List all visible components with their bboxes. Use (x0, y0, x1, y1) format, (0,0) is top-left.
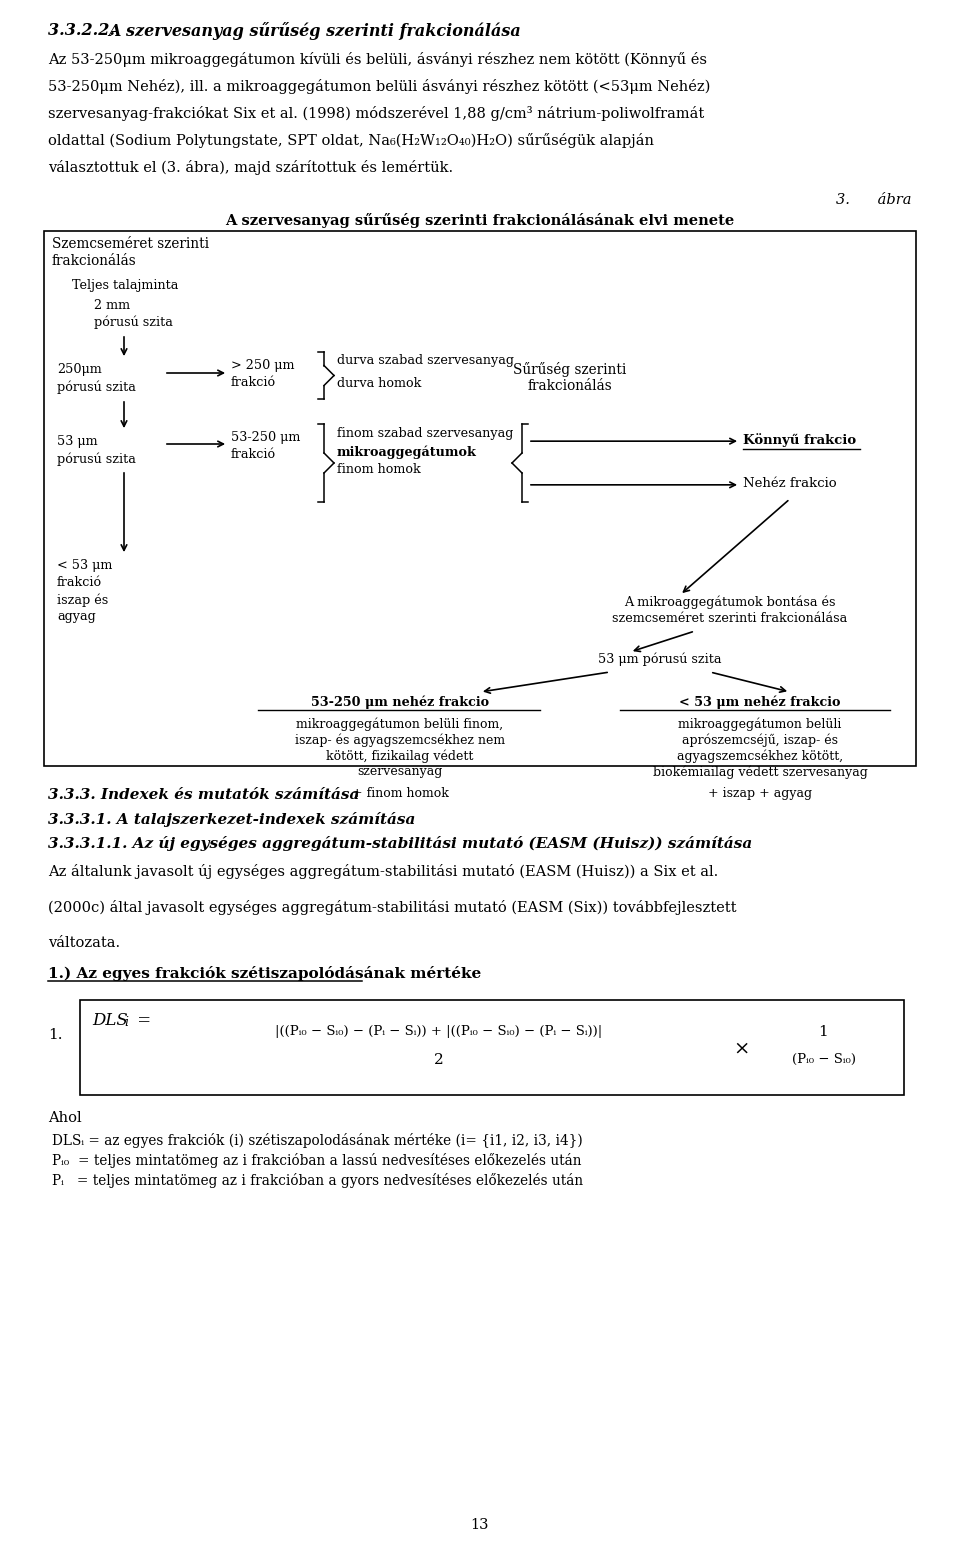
Text: finom homok: finom homok (337, 462, 420, 476)
Text: frakcionálás: frakcionálás (528, 379, 612, 393)
Bar (80, 1000, 904, 1096)
Text: (2000c) által javasolt egységes aggregátum-stabilitási mutató (EASM (Six)) továb: (2000c) által javasolt egységes aggregát… (48, 900, 736, 915)
Text: Ahol: Ahol (48, 1111, 82, 1125)
Text: (Pᵢ₀ − Sᵢ₀): (Pᵢ₀ − Sᵢ₀) (791, 1053, 855, 1065)
Text: Pᵢ   = teljes mintatömeg az i frakcióban a gyors nedvesítéses előkezelés után: Pᵢ = teljes mintatömeg az i frakcióban a… (52, 1173, 583, 1188)
Text: pórusú szita: pórusú szita (57, 381, 136, 393)
Text: pórusú szita: pórusú szita (57, 452, 136, 465)
Text: + iszap + agyag: + iszap + agyag (708, 787, 812, 800)
Text: 3.3.3. Indexek és mutatók számítása: 3.3.3. Indexek és mutatók számítása (48, 787, 359, 801)
Text: 1: 1 (819, 1025, 828, 1040)
Text: 3.      ábra: 3. ábra (836, 193, 912, 206)
Text: DLSᵢ = az egyes frakciók (i) szétiszapolodásának mértéke (i= {i1, i2, i3, i4}): DLSᵢ = az egyes frakciók (i) szétiszapol… (52, 1133, 583, 1148)
Text: ×: × (732, 1040, 749, 1057)
Text: 3.3.3.1. A talajszerkezet-indexek számítása: 3.3.3.1. A talajszerkezet-indexek számít… (48, 812, 416, 828)
Text: Az 53-250μm mikroaggegátumon kívüli és belüli, ásványi részhez nem kötött (Könny: Az 53-250μm mikroaggegátumon kívüli és b… (48, 52, 707, 66)
Text: 2 mm: 2 mm (94, 299, 131, 311)
Text: frakció: frakció (57, 576, 102, 589)
Text: frakció: frakció (231, 376, 276, 388)
Text: |((Pᵢ₀ − Sᵢ₀) − (Pᵢ − Sᵢ)) + |((Pᵢ₀ − Sᵢ₀) − (Pᵢ − Sᵢ))|: |((Pᵢ₀ − Sᵢ₀) − (Pᵢ − Sᵢ)) + |((Pᵢ₀ − Sᵢ… (275, 1025, 602, 1039)
Text: mikroaggegátumon belüli: mikroaggegátumon belüli (679, 717, 842, 730)
Text: szervesanyag: szervesanyag (357, 764, 443, 778)
Text: Sűrűség szerinti: Sűrűség szerinti (514, 362, 627, 378)
Text: A szervesanyag sűrűség szerinti frakcionálásának elvi menete: A szervesanyag sűrűség szerinti frakcion… (226, 213, 734, 228)
Text: durva szabad szervesanyag: durva szabad szervesanyag (337, 354, 514, 367)
Text: 1.: 1. (48, 1028, 62, 1042)
Text: Pᵢ₀  = teljes mintatömeg az i frakcióban a lassú nedvesítéses előkezelés után: Pᵢ₀ = teljes mintatömeg az i frakcióban … (52, 1153, 582, 1168)
Text: 13: 13 (470, 1518, 490, 1532)
Text: iszap- és agyagszemcsékhez nem: iszap- és agyagszemcsékhez nem (295, 734, 505, 746)
Text: mikroaggegátumon belüli finom,: mikroaggegátumon belüli finom, (297, 717, 504, 730)
Text: szemcseméret szerinti frakcionálása: szemcseméret szerinti frakcionálása (612, 612, 848, 626)
Text: Teljes talajminta: Teljes talajminta (72, 279, 179, 291)
Text: < 53 μm nehéz frakcio: < 53 μm nehéz frakcio (680, 695, 841, 709)
Text: 53 μm: 53 μm (57, 435, 98, 448)
Text: iszap és: iszap és (57, 593, 108, 607)
Text: Az általunk javasolt új egységes aggregátum-stabilitási mutató (EASM (Huisz)) a : Az általunk javasolt új egységes aggregá… (48, 865, 718, 878)
Text: mikroaggegátumok: mikroaggegátumok (337, 445, 477, 459)
Text: 3.3.2.2.: 3.3.2.2. (48, 22, 121, 39)
Text: Könnyű frakcio: Könnyű frakcio (743, 433, 856, 447)
Text: + finom homok: + finom homok (351, 787, 448, 800)
Text: durva homok: durva homok (337, 378, 421, 390)
Text: 1.) Az egyes frakciók szétiszapolódásának mértéke: 1.) Az egyes frakciók szétiszapolódásána… (48, 966, 481, 982)
Text: i: i (124, 1016, 128, 1029)
Text: pórusú szita: pórusú szita (94, 314, 173, 328)
Bar (44, 231, 916, 766)
Text: oldattal (Sodium Polytungstate, SPT oldat, Na₆(H₂W₁₂O₄₀)H₂O) sűrűségük alapján: oldattal (Sodium Polytungstate, SPT olda… (48, 133, 654, 148)
Text: kötött, fizikailag védett: kötött, fizikailag védett (326, 749, 473, 763)
Text: DLS: DLS (92, 1012, 128, 1029)
Text: választottuk el (3. ábra), majd szárítottuk és lemértük.: választottuk el (3. ábra), majd szárítot… (48, 160, 453, 176)
Text: < 53 μm: < 53 μm (57, 559, 112, 572)
Text: =: = (132, 1012, 151, 1029)
Text: 53 μm pórusú szita: 53 μm pórusú szita (598, 652, 722, 666)
Text: 53-250 μm: 53-250 μm (231, 431, 300, 444)
Text: biokémiailag védett szervesanyag: biokémiailag védett szervesanyag (653, 764, 868, 778)
Text: A mikroaggegátumok bontása és: A mikroaggegátumok bontása és (624, 595, 836, 609)
Text: frakció: frakció (231, 448, 276, 461)
Text: változata.: változata. (48, 935, 120, 949)
Text: 53-250μm Nehéz), ill. a mikroaggegátumon belüli ásványi részhez kötött (<53μm Ne: 53-250μm Nehéz), ill. a mikroaggegátumon… (48, 79, 710, 94)
Text: frakcionálás: frakcionálás (52, 254, 136, 268)
Text: Szemcseméret szerinti: Szemcseméret szerinti (52, 237, 209, 251)
Text: 250μm: 250μm (57, 364, 102, 376)
Text: > 250 μm: > 250 μm (231, 359, 295, 371)
Text: agyagszemcsékhez kötött,: agyagszemcsékhez kötött, (677, 749, 843, 763)
Text: 3.3.3.1.1. Az új egységes aggregátum-stabilitási mutató (EASM (Huisz)) számítása: 3.3.3.1.1. Az új egységes aggregátum-sta… (48, 837, 753, 851)
Text: finom szabad szervesanyag: finom szabad szervesanyag (337, 427, 514, 441)
Text: 2: 2 (434, 1053, 444, 1066)
Text: aprószemcséjű, iszap- és: aprószemcséjű, iszap- és (682, 734, 838, 746)
Text: 53-250 μm nehéz frakcio: 53-250 μm nehéz frakcio (311, 695, 489, 709)
Text: A szervesanyag sűrűség szerinti frakcionálása: A szervesanyag sűrűség szerinti frakcion… (108, 22, 520, 40)
Text: Nehéz frakcio: Nehéz frakcio (743, 476, 836, 490)
Text: szervesanyag-frakciókat Six et al. (1998) módszerével 1,88 g/cm³ nátrium-poliwol: szervesanyag-frakciókat Six et al. (1998… (48, 106, 705, 122)
Text: agyag: agyag (57, 610, 96, 623)
